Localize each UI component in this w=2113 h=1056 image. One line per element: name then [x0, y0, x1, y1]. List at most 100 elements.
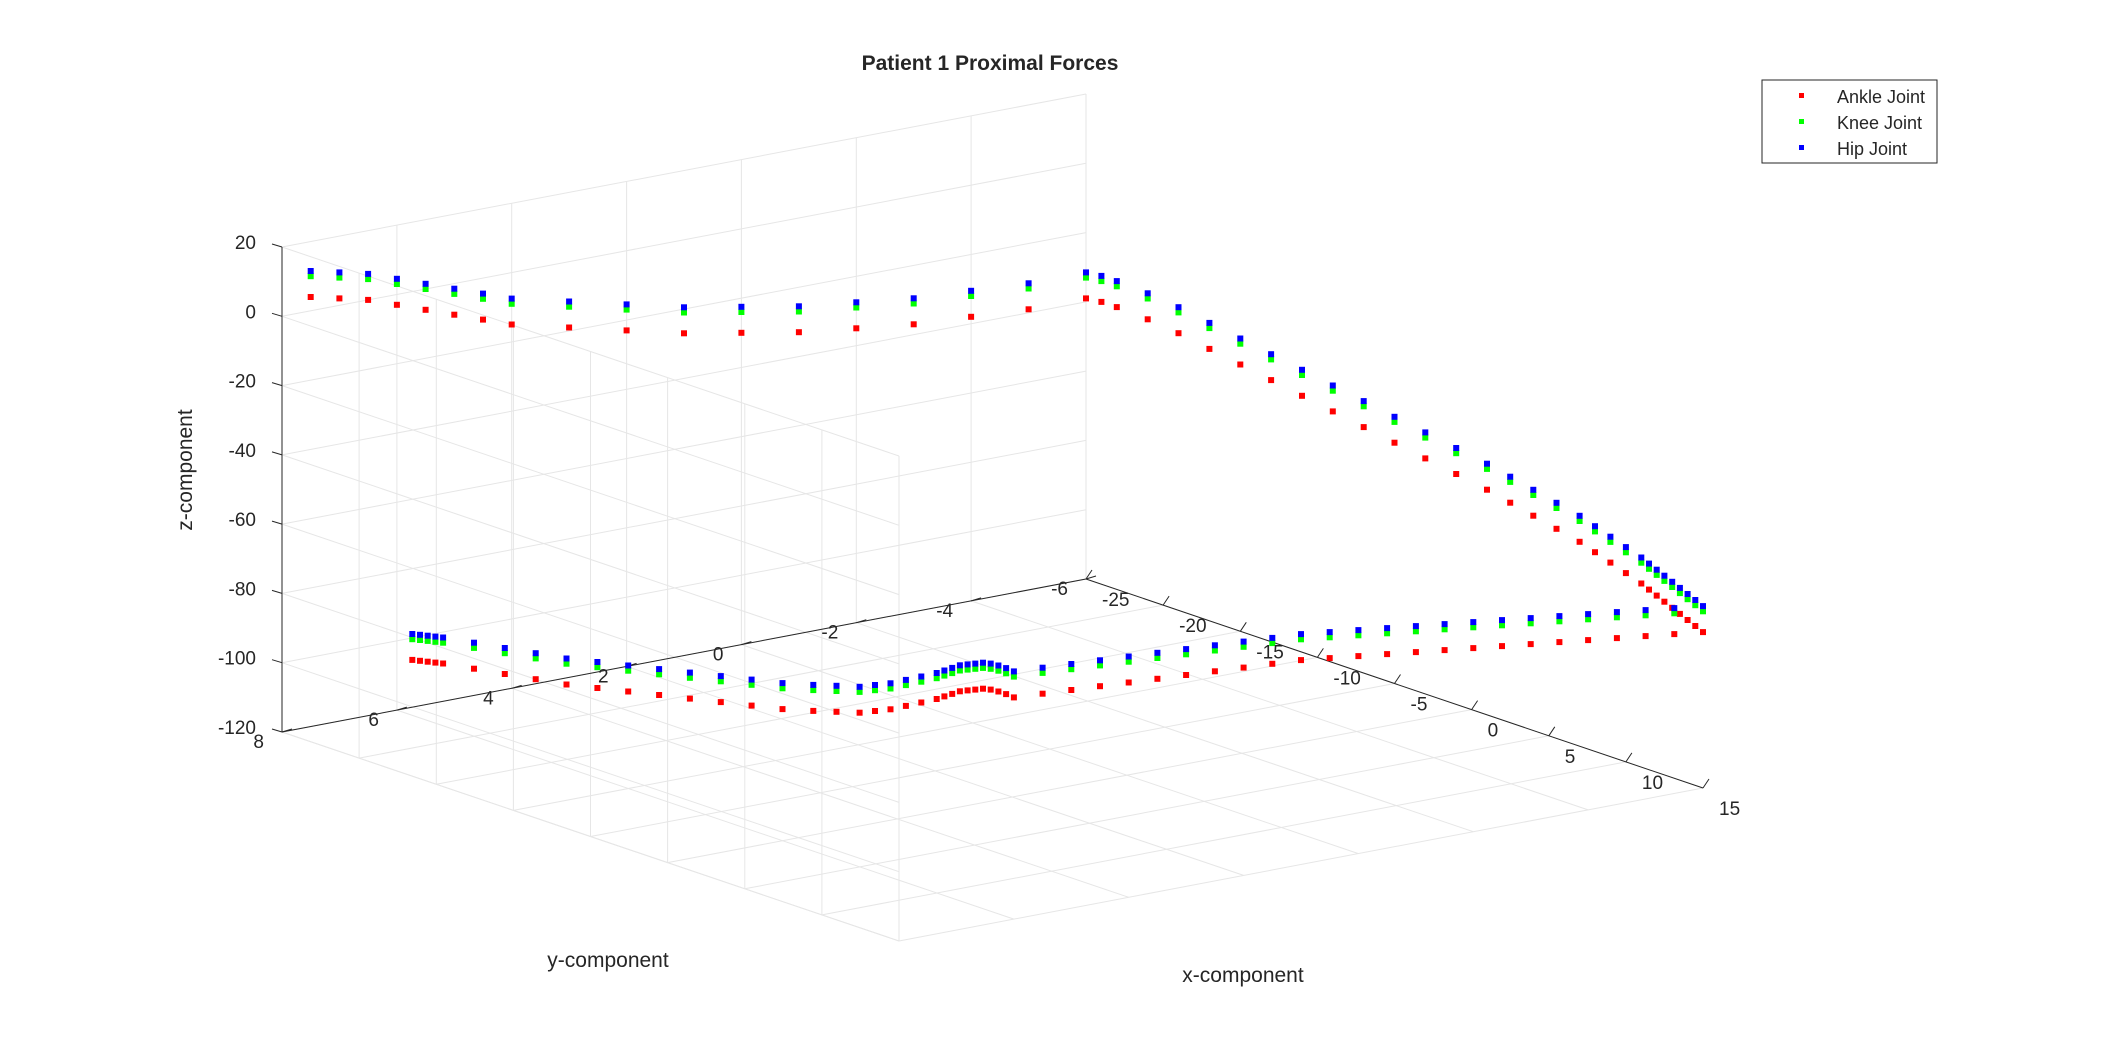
data-point	[1391, 418, 1398, 425]
data-point	[623, 327, 630, 334]
data-point	[625, 662, 632, 669]
data-point	[1622, 549, 1629, 556]
data-point	[1700, 608, 1706, 615]
data-point	[1183, 651, 1190, 658]
data-point	[1585, 611, 1592, 618]
data-point	[902, 702, 909, 709]
data-point	[902, 682, 909, 689]
data-point	[941, 672, 948, 679]
data-point	[1676, 610, 1683, 617]
data-point	[336, 269, 343, 276]
data-point	[1441, 621, 1448, 628]
z-tick-mark	[271, 589, 283, 594]
data-point	[1507, 478, 1514, 485]
data-point	[833, 682, 840, 689]
grid-line-wall-z	[281, 385, 900, 596]
data-point	[1556, 613, 1563, 620]
grid-line-wall-z	[281, 246, 900, 457]
z-tick-mark	[271, 312, 283, 317]
data-point	[1646, 565, 1652, 572]
legend-marker-hip	[1799, 145, 1804, 150]
data-point	[422, 286, 429, 292]
data-point	[1039, 664, 1046, 671]
data-point	[432, 633, 439, 640]
data-point	[1484, 486, 1490, 493]
x-tick-label: 5	[1565, 747, 1576, 768]
data-point	[1298, 636, 1304, 643]
data-point	[972, 686, 979, 693]
data-point	[566, 303, 573, 310]
x-tick-mark	[1316, 648, 1324, 658]
data-point	[1010, 694, 1017, 701]
data-point	[1391, 439, 1398, 446]
data-point	[451, 311, 458, 318]
data-point	[1206, 325, 1213, 332]
data-point	[779, 685, 786, 692]
data-point	[365, 276, 372, 283]
data-point	[1269, 660, 1276, 667]
data-point	[1068, 687, 1075, 693]
data-point	[1613, 614, 1620, 621]
data-point	[594, 664, 601, 671]
data-point	[1671, 610, 1678, 617]
data-point	[1098, 272, 1105, 279]
data-point	[1638, 559, 1645, 566]
y-tick-mark	[741, 641, 752, 646]
series-knee-joint	[307, 273, 1706, 695]
data-point	[1154, 655, 1161, 661]
data-point	[1661, 572, 1668, 579]
z-tick-label: 0	[245, 302, 256, 323]
data-point	[1669, 578, 1676, 585]
data-point	[1299, 366, 1305, 373]
data-point	[987, 660, 994, 667]
data-point	[1530, 512, 1537, 519]
grid-line-wall-z	[281, 731, 900, 942]
y-tick-label: 2	[598, 666, 609, 687]
data-point	[872, 687, 878, 694]
data-point	[1068, 666, 1075, 673]
data-point	[686, 669, 693, 676]
data-point	[656, 666, 663, 673]
data-point	[424, 658, 431, 665]
data-point	[1206, 345, 1213, 352]
legend-marker-ankle	[1799, 93, 1804, 98]
grid-line-wall-z	[281, 509, 1087, 664]
legend: Ankle Joint Knee Joint Hip Joint	[1761, 79, 1938, 164]
z-tick-label: -60	[229, 510, 256, 531]
data-point	[471, 644, 477, 651]
z-axis-label: z-component	[174, 409, 197, 531]
z-tick-label: -100	[218, 649, 256, 670]
y-axis-line	[281, 578, 1087, 733]
data-point	[1684, 596, 1691, 603]
x-tick-label: 0	[1488, 721, 1499, 742]
data-point	[1010, 668, 1017, 675]
data-point	[625, 667, 632, 674]
data-point	[779, 680, 786, 687]
data-point	[532, 676, 539, 683]
data-point	[887, 685, 894, 692]
data-point	[508, 300, 515, 307]
data-point	[1470, 619, 1477, 626]
data-point	[480, 295, 486, 302]
data-point	[1676, 590, 1683, 597]
data-point	[1298, 657, 1304, 664]
data-point	[1499, 643, 1505, 650]
data-point	[995, 688, 1002, 695]
grid-line-floor-x	[359, 604, 1164, 759]
data-point	[1412, 649, 1419, 656]
data-point	[440, 634, 447, 641]
data-point	[717, 699, 724, 706]
data-point	[987, 686, 994, 693]
data-point	[1068, 661, 1075, 667]
data-point	[1010, 673, 1017, 680]
data-point	[964, 661, 971, 668]
data-points	[307, 268, 1706, 716]
data-point	[1700, 603, 1706, 610]
data-point	[738, 303, 745, 310]
data-point	[532, 650, 539, 657]
z-tick-mark	[271, 659, 283, 664]
data-point	[1453, 445, 1460, 451]
x-tick-mark	[1239, 622, 1247, 632]
data-point	[563, 660, 570, 667]
data-point	[422, 280, 429, 287]
